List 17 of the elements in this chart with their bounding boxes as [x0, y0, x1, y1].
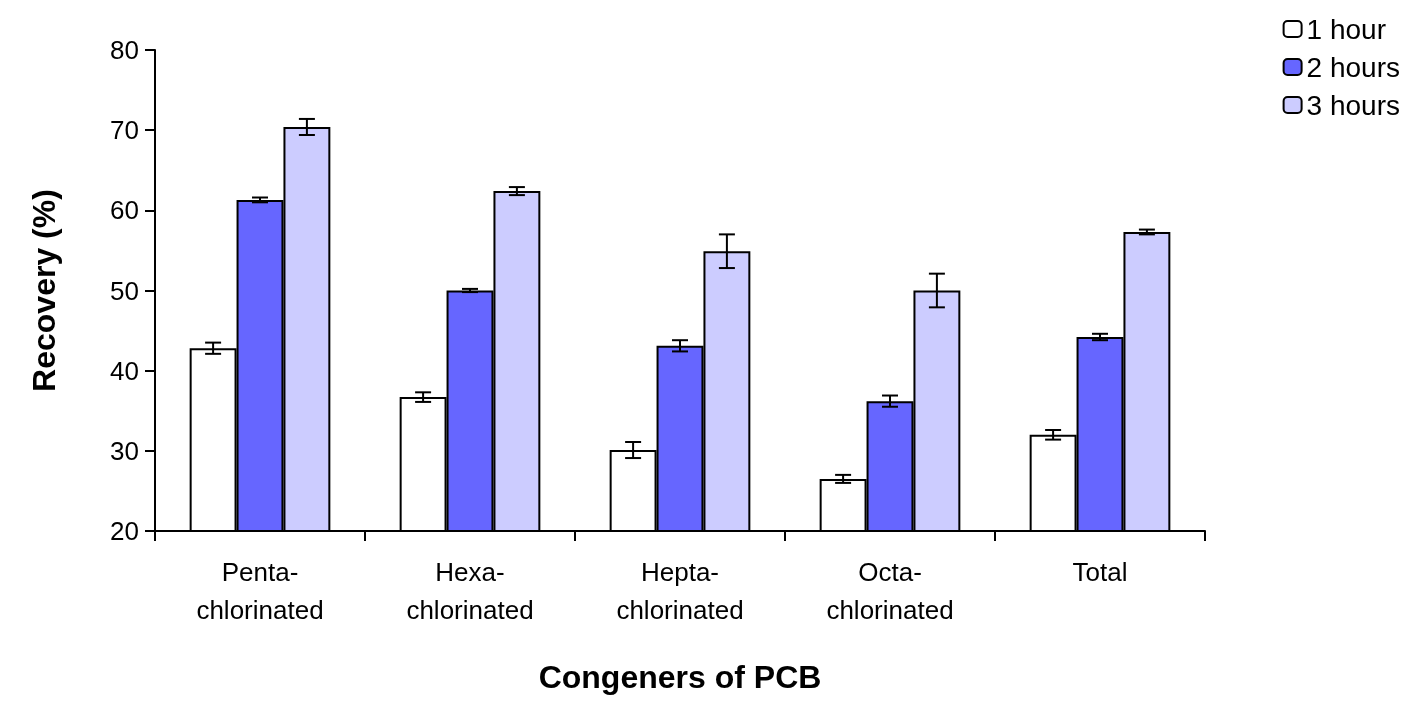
y-tick-label: 80 — [110, 35, 139, 65]
legend-label: 2 hours — [1306, 51, 1401, 83]
y-tick-label: 20 — [110, 516, 139, 546]
y-tick-label: 70 — [110, 115, 139, 146]
x-tick-label: Octa- chlorinated — [826, 557, 954, 625]
y-axis-title: Recovery (%) — [26, 189, 62, 392]
x-tick-label: Penta- chlorinated — [196, 557, 324, 625]
legend-label: 1 hour — [1306, 13, 1387, 45]
x-tick-label: Hepta- chlorinated — [616, 557, 744, 625]
x-tick-label: Total — [1072, 557, 1128, 587]
y-tick-label: 60 — [110, 195, 139, 226]
x-tick-label: Hexa- chlorinated — [406, 557, 534, 625]
x-axis-title: Congeners of PCB — [538, 659, 822, 695]
y-tick-label: 30 — [110, 435, 139, 466]
y-tick-label: 50 — [110, 275, 139, 306]
y-tick-label: 40 — [110, 355, 139, 386]
legend-label: 3 hours — [1306, 89, 1401, 121]
